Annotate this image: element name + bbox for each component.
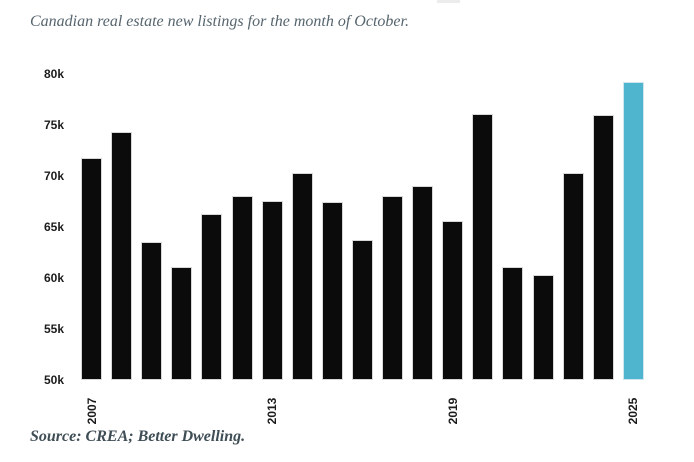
bar-2018 [412, 185, 434, 380]
bar-2015 [321, 201, 343, 380]
y-axis-tick-label: 80k [43, 67, 64, 82]
bar-2017 [382, 195, 403, 380]
y-axis-tick-label: 50k [43, 372, 64, 387]
x-axis-tick-label: 2025 [626, 397, 641, 425]
bar-2021 [502, 267, 524, 380]
x-axis-tick-label: 2019 [445, 397, 460, 425]
bar-2023 [562, 173, 584, 380]
bar-2012 [231, 195, 253, 380]
bar-2007 [81, 158, 102, 380]
bar-2011 [201, 214, 223, 380]
chart-subtitle: Canadian real estate new listings for th… [30, 13, 409, 30]
bar-2022 [532, 275, 554, 380]
bar-2008 [111, 131, 133, 380]
bar-2024 [592, 115, 614, 380]
bar-2009 [141, 241, 163, 380]
cropped-element-fragment [437, 0, 460, 3]
bar-2019 [442, 221, 464, 380]
bar-2013 [261, 200, 283, 380]
source-attribution: Source: CREA; Better Dwelling. [30, 428, 246, 445]
bar-2020 [472, 114, 494, 380]
bar-2014 [291, 173, 313, 380]
y-axis-tick-label: 65k [43, 219, 64, 234]
bar-2025 [622, 81, 644, 380]
y-axis-tick-label: 70k [43, 168, 64, 183]
y-axis-tick-label: 55k [43, 321, 64, 336]
bar-2016 [351, 239, 373, 380]
y-axis-tick-label: 60k [43, 270, 64, 285]
y-axis-tick-label: 75k [43, 118, 64, 132]
x-axis-tick-label: 2013 [265, 397, 280, 425]
bar-2010 [171, 267, 193, 380]
